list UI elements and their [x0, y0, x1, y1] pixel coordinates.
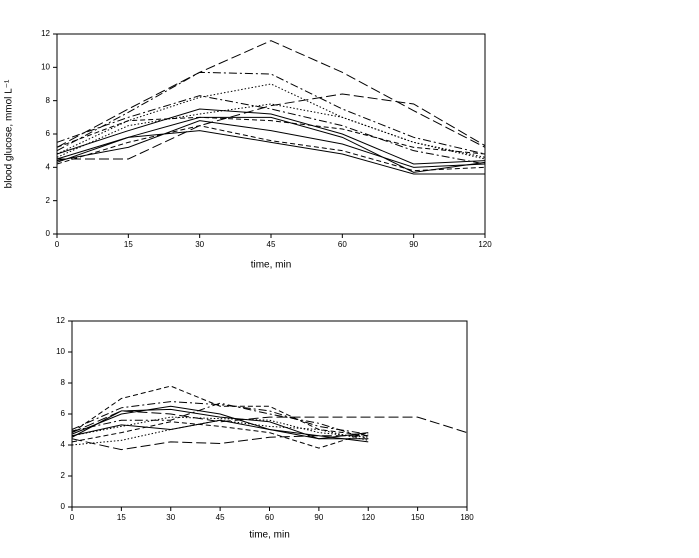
series-line [56, 95, 486, 165]
series-line [71, 401, 369, 435]
x-tick-label: 60 [265, 513, 274, 522]
series-line [56, 108, 486, 165]
y-tick-label: 10 [56, 347, 65, 356]
y-tick-label: 8 [46, 96, 51, 105]
y-tick-label: 10 [41, 62, 50, 71]
y-tick-label: 6 [46, 129, 51, 138]
series-line [71, 408, 369, 440]
y-tick-label: 12 [41, 29, 50, 38]
y-tick-label: 4 [46, 162, 51, 171]
series-line [56, 125, 486, 172]
series-line [71, 405, 369, 440]
series-line [71, 416, 369, 438]
series-line [71, 421, 369, 449]
x-axis-label: time, min [249, 530, 290, 541]
x-tick-label: 180 [460, 513, 474, 522]
y-axis-label: blood glucose, mmol L⁻¹ [4, 79, 15, 188]
y-tick-label: 2 [46, 196, 51, 205]
series-line [71, 419, 369, 443]
x-tick-label: 15 [117, 513, 126, 522]
series-line [56, 103, 486, 160]
y-tick-label: 4 [61, 440, 66, 449]
series-line [56, 71, 486, 155]
x-tick-label: 30 [195, 240, 204, 249]
x-tick-label: 90 [314, 513, 323, 522]
series-line [71, 402, 369, 440]
plot-frame [71, 320, 468, 508]
series-line [56, 116, 486, 155]
x-tick-label: 45 [267, 240, 276, 249]
y-tick-label: 0 [46, 229, 51, 238]
x-tick-label: 150 [411, 513, 425, 522]
y-tick-label: 8 [61, 378, 66, 387]
x-tick-label: 45 [216, 513, 225, 522]
y-tick-label: 2 [61, 471, 66, 480]
x-tick-label: 0 [55, 240, 60, 249]
y-tick-label: 0 [61, 502, 66, 511]
x-tick-label: 30 [166, 513, 175, 522]
x-tick-label: 15 [124, 240, 133, 249]
series-line [56, 130, 485, 175]
series-line [56, 120, 486, 168]
series-line [56, 40, 486, 148]
y-tick-label: 12 [56, 316, 65, 325]
x-axis-label: time, min [251, 260, 292, 271]
series-line [71, 419, 369, 446]
plot-frame [56, 33, 486, 235]
series-line [71, 410, 468, 434]
y-tick-label: 6 [61, 409, 66, 418]
x-tick-label: 60 [338, 240, 347, 249]
series-line [71, 385, 369, 437]
x-tick-label: 90 [409, 240, 418, 249]
x-tick-label: 0 [70, 513, 75, 522]
x-tick-label: 120 [362, 513, 376, 522]
series-line [71, 435, 369, 451]
series-line [57, 93, 486, 160]
x-tick-label: 120 [478, 240, 492, 249]
